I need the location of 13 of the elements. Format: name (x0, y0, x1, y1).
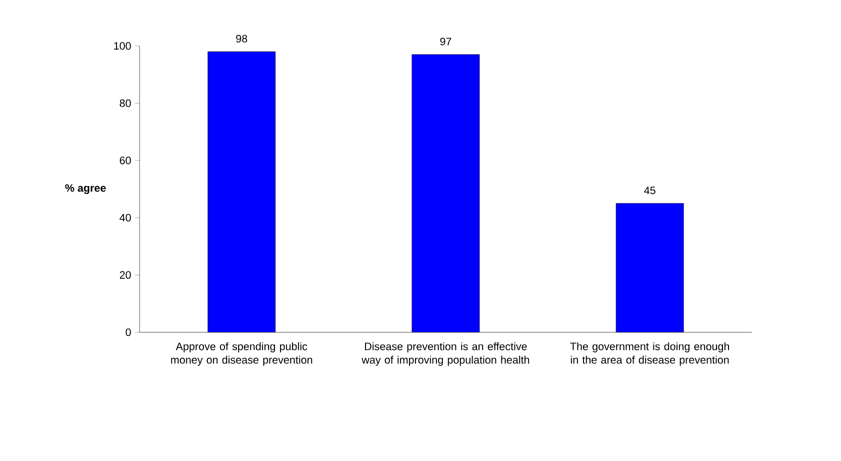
data-label: 98 (236, 34, 248, 42)
data-label: 97 (440, 38, 452, 46)
data-label: 45 (644, 186, 656, 194)
y-tick-label: 80 (120, 99, 131, 107)
y-tick-label: 20 (120, 271, 131, 279)
x-tick-label: The government is doing enough in the area of disease prevention (570, 342, 729, 366)
x-tick-label: Approve of spending public money on disease prevention (171, 342, 312, 366)
y-tick-label: 100 (114, 42, 131, 50)
y-tick-label: 40 (120, 214, 131, 222)
y-tick-label: 0 (126, 328, 131, 336)
x-tick-label: Disease prevention is an effective way of improving population health (362, 342, 530, 366)
y-axis-title: % agree (65, 184, 106, 194)
y-tick-label: 60 (120, 156, 131, 164)
